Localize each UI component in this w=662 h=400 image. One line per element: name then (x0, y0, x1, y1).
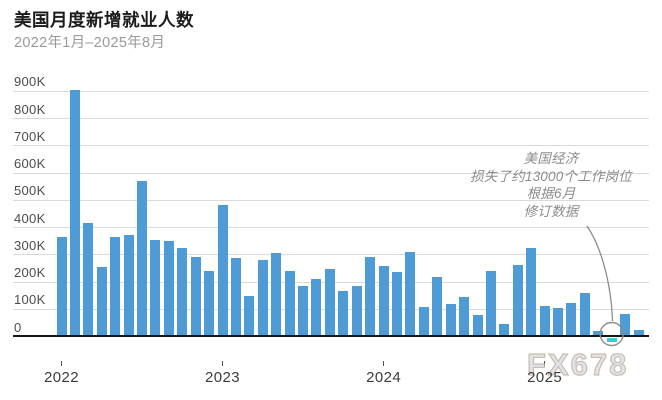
gridline (13, 145, 649, 147)
bar (405, 251, 416, 336)
bar (620, 314, 631, 336)
bar (217, 204, 228, 336)
y-tick-label: 900K (14, 74, 46, 90)
bar (606, 337, 617, 342)
bar (230, 257, 241, 336)
bar (432, 277, 443, 336)
bar (351, 286, 362, 336)
bar (150, 240, 161, 336)
bar (553, 308, 564, 336)
watermark: FX678 (526, 346, 629, 382)
bar (271, 253, 282, 336)
x-tick (61, 361, 62, 366)
bar (284, 270, 295, 336)
y-tick-label: 500K (14, 183, 46, 199)
bar (69, 89, 80, 336)
x-tick-label: 2025 (527, 369, 563, 386)
y-tick-label: 800K (14, 101, 46, 117)
gridline (13, 118, 649, 119)
gridline (13, 227, 649, 228)
x-tick-label: 2023 (205, 369, 241, 386)
gridline (13, 254, 649, 256)
x-tick (383, 361, 385, 366)
y-tick-label: 600K (14, 156, 46, 171)
x-axis-line (13, 335, 649, 337)
bar (579, 292, 590, 336)
bar (418, 306, 429, 336)
x-tick-label: 2024 (366, 369, 402, 386)
y-tick-label: 400K (14, 210, 46, 226)
bar (204, 270, 215, 336)
bar (392, 271, 402, 336)
bar (526, 247, 537, 336)
bar (110, 236, 121, 336)
gridline (13, 199, 649, 201)
bar (257, 260, 268, 336)
bar (177, 247, 188, 336)
bar (539, 305, 550, 336)
x-tick (544, 361, 546, 366)
y-tick-label: 300K (14, 237, 46, 253)
page-subtitle: 2022年1月–2025年8月 (14, 35, 166, 51)
bar (311, 278, 322, 336)
bar (633, 330, 644, 336)
bar (190, 256, 201, 336)
bar (324, 268, 335, 336)
y-tick-label: 200K (14, 265, 46, 280)
bar (472, 314, 483, 336)
bar (56, 236, 67, 336)
x-tick (222, 361, 224, 366)
bar (593, 330, 604, 336)
bar (512, 264, 523, 336)
annotation-line: 修订数据 (523, 203, 579, 219)
annotation-line: 美国经济 (523, 151, 579, 166)
bar (485, 270, 496, 336)
bar (338, 291, 349, 336)
bar (365, 256, 376, 336)
bar (137, 181, 148, 336)
bar (459, 296, 470, 336)
bar (96, 266, 107, 336)
bar (378, 266, 389, 336)
bar (445, 303, 456, 336)
bar (499, 324, 510, 336)
y-tick-label: 100K (14, 292, 46, 308)
y-tick-label: 700K (14, 128, 46, 144)
bar (163, 240, 174, 336)
page-title: 美国月度新增就业人数 (14, 10, 194, 30)
annotation-line: 根据6月 (526, 186, 576, 201)
gridline (13, 90, 649, 92)
gridline (13, 172, 649, 174)
bar (123, 235, 134, 336)
bar (298, 285, 309, 336)
annotation-line: 损失了约13000个工作岗位 (470, 168, 632, 184)
bar (244, 296, 255, 336)
y-tick-label: 0 (14, 319, 22, 335)
bar (83, 223, 94, 336)
annotation: 美国经济损失了约13000个工作岗位 根据6月修订数据 (440, 150, 662, 220)
x-tick-label: 2022 (44, 369, 79, 386)
bar (566, 303, 577, 336)
